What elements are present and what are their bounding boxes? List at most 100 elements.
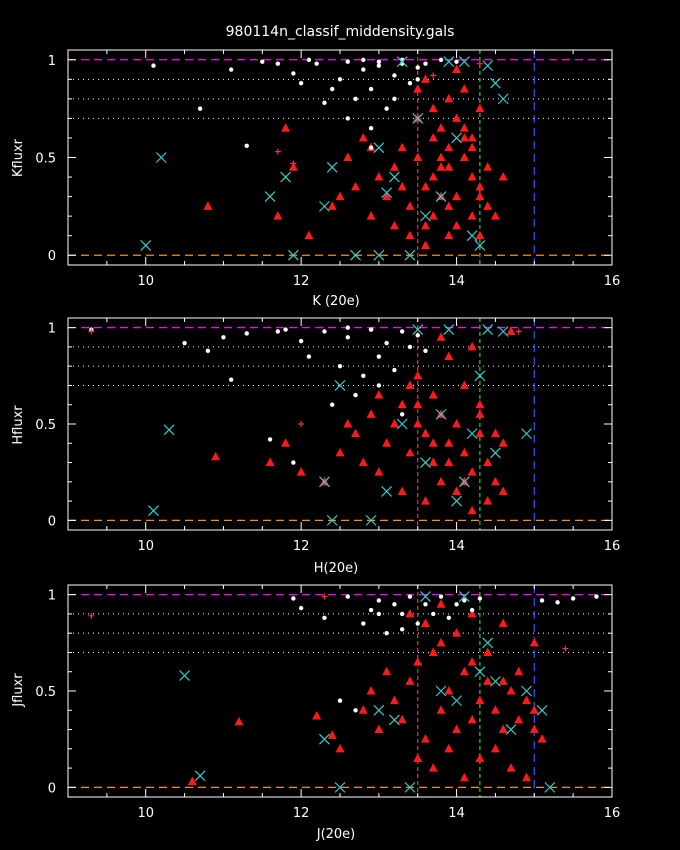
- cross-point: [319, 200, 330, 212]
- triangle-point: [358, 132, 368, 142]
- dot-point: [298, 338, 304, 344]
- dot-point: [291, 71, 296, 76]
- dot-point: [353, 392, 358, 398]
- triangle-point: [335, 191, 345, 201]
- dot-point: [376, 383, 382, 388]
- triangle-point: [483, 496, 493, 505]
- triangle-point: [498, 486, 508, 495]
- cross-point: [326, 514, 338, 526]
- triangle-point: [498, 724, 508, 734]
- x-tick-label: 10: [137, 806, 154, 821]
- dot-point: [446, 615, 451, 620]
- dot-point: [415, 333, 420, 338]
- plus-point: [274, 148, 281, 155]
- dot-point: [337, 77, 343, 82]
- triangle-point: [444, 142, 454, 152]
- cross-point: [435, 191, 447, 203]
- triangle-point: [522, 772, 532, 782]
- triangle-point: [467, 608, 477, 618]
- triangle-point: [467, 211, 477, 220]
- dot-point: [399, 329, 405, 334]
- plus-point: [562, 645, 569, 652]
- triangle-point: [234, 716, 244, 726]
- y-axis-label: Kfluxr: [11, 138, 26, 177]
- triangle-point: [389, 419, 399, 428]
- dot-point: [345, 116, 350, 121]
- dot-point: [275, 61, 281, 66]
- cross-point: [443, 56, 455, 68]
- dot-point: [368, 86, 374, 92]
- cross-point: [497, 93, 509, 105]
- dot-point: [368, 145, 374, 150]
- triangle-point: [428, 211, 438, 220]
- triangle-point: [420, 496, 430, 505]
- triangle-point: [444, 93, 454, 103]
- x-tick-label: 12: [293, 806, 310, 821]
- cross-point: [474, 666, 486, 678]
- triangle-point: [475, 399, 485, 409]
- triangle-point: [467, 657, 477, 666]
- triangle-point: [444, 230, 454, 240]
- triangle-point: [366, 409, 376, 418]
- triangle-point: [514, 666, 524, 676]
- panel-k: 10 12 14 16 0 0.5 1 K (20e) Kfluxr: [11, 49, 621, 309]
- cross-point: [396, 56, 408, 68]
- plot-frame: [67, 49, 613, 266]
- cross-point: [536, 704, 548, 716]
- cross-point: [451, 495, 462, 507]
- dot-point: [283, 327, 288, 332]
- triangle-point: [428, 172, 438, 181]
- cross-point: [287, 249, 299, 261]
- cross-point: [505, 724, 517, 735]
- triangle-point: [428, 132, 438, 142]
- triangle-point: [444, 201, 454, 210]
- cross-point: [544, 781, 556, 793]
- dot-point: [353, 96, 358, 102]
- y-tick-label: 1: [48, 589, 56, 604]
- triangle-point: [529, 705, 539, 714]
- dot-point: [376, 59, 382, 64]
- y-tick-label: 0.5: [35, 418, 56, 433]
- cross-point: [373, 249, 385, 261]
- triangle-point: [459, 123, 469, 132]
- triangle-point: [490, 743, 500, 753]
- dot-point: [322, 329, 327, 334]
- plot-frame: [67, 317, 613, 531]
- y-tick-label: 0.5: [35, 685, 56, 700]
- x-tick-label: 14: [448, 539, 465, 554]
- dot-point: [407, 344, 413, 350]
- cross-point: [194, 770, 206, 782]
- x-tick-label: 16: [604, 274, 621, 289]
- dot-point: [330, 86, 335, 92]
- dot-point: [298, 605, 304, 611]
- triangle-point: [452, 220, 462, 230]
- y-tick-label: 0.5: [35, 152, 56, 167]
- triangle-point: [343, 152, 353, 161]
- cross-point: [482, 637, 494, 649]
- triangle-point: [420, 220, 430, 230]
- triangle-point: [475, 181, 485, 191]
- triangle-point: [420, 240, 430, 249]
- cross-point: [482, 60, 494, 72]
- dot-point: [229, 377, 234, 382]
- dot-point: [376, 598, 382, 603]
- triangle-point: [405, 447, 415, 457]
- triangle-point: [452, 113, 462, 122]
- plot-frame: [67, 584, 613, 798]
- dot-point: [477, 596, 483, 601]
- dot-point: [539, 598, 545, 603]
- dot-point: [555, 600, 560, 605]
- x-tick-label: 12: [293, 539, 310, 554]
- cross-point: [264, 191, 276, 203]
- triangle-point: [483, 676, 493, 685]
- triangle-point: [187, 776, 197, 786]
- cross-point: [458, 476, 470, 488]
- dot-point: [361, 67, 366, 72]
- triangle-point: [327, 201, 337, 210]
- triangle-point: [444, 686, 454, 695]
- dot-point: [291, 460, 296, 465]
- cross-point: [326, 161, 338, 173]
- triangle-point: [428, 103, 438, 113]
- dot-point: [368, 327, 374, 332]
- triangle-point: [459, 380, 469, 389]
